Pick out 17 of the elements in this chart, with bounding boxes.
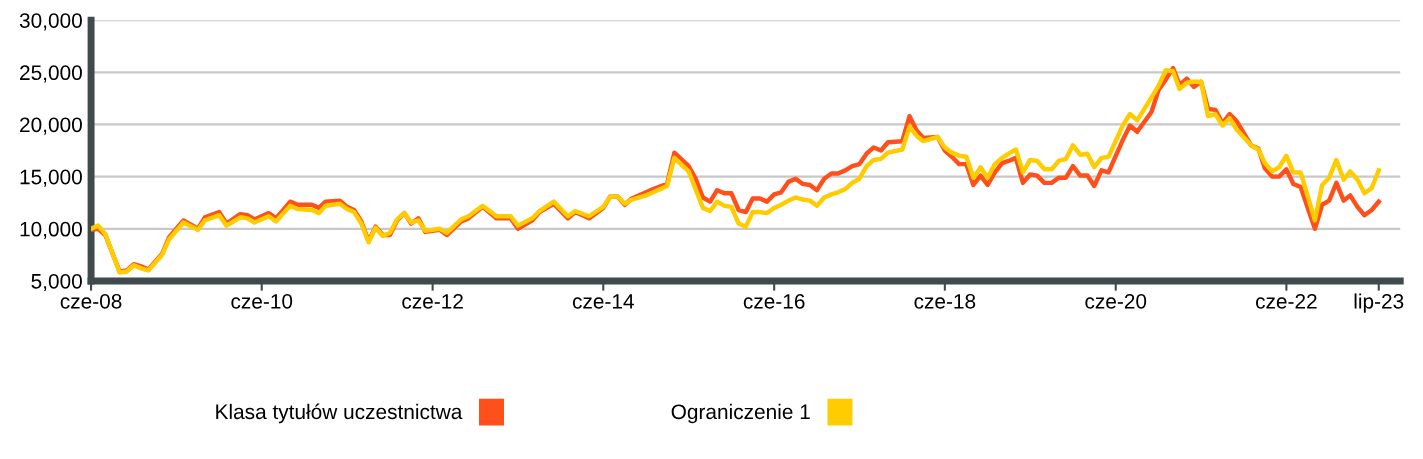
x-tick-label: cze-08 [60, 293, 122, 309]
y-tick-label: 10,000 [20, 221, 82, 239]
y-tick-label: 25,000 [20, 65, 82, 83]
x-tick-label: cze-10 [231, 293, 293, 309]
y-tick-label: 20,000 [20, 117, 82, 135]
x-tick-label: cze-22 [1256, 293, 1317, 309]
x-tick-label: cze-18 [914, 293, 976, 309]
y-tick-label: 30,000 [19, 13, 82, 31]
x-tick-label: cze-14 [572, 294, 634, 309]
y-tick-label: 5,000 [31, 273, 82, 292]
y-tick-label: 15,000 [20, 169, 82, 187]
x-tick-label: cze-12 [402, 293, 463, 309]
x-tick-label: cze-16 [743, 293, 805, 309]
x-tick-label: cze-20 [1085, 293, 1147, 309]
legend-label: Klasa tytułów uczestnictwa [216, 403, 463, 424]
x-tick-label: lip-23 [1354, 293, 1404, 313]
legend-label: Ograniczenie 1 [671, 403, 810, 424]
